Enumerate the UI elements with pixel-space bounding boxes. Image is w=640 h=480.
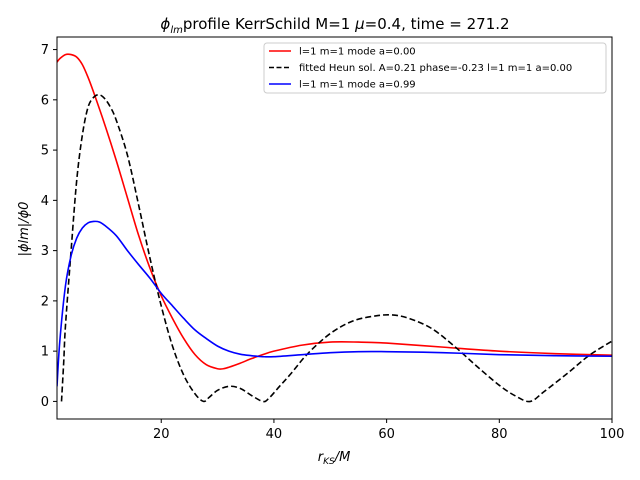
title-text-tail: =0.4, time = 271.2 bbox=[365, 15, 510, 33]
legend-entries: l=1 m=1 mode a=0.00 fitted Heun sol. A=0.… bbox=[269, 47, 572, 91]
x-label-subscript: KS bbox=[323, 457, 335, 467]
y-axis-ticks: 0 1 2 3 4 5 6 7 bbox=[41, 43, 57, 410]
legend-label-1: l=1 m=1 mode a=0.00 bbox=[299, 47, 416, 58]
title-mu: μ bbox=[354, 15, 365, 33]
legend: l=1 m=1 mode a=0.00 fitted Heun sol. A=0.… bbox=[263, 42, 607, 94]
title-text: profile KerrSchild M=1 bbox=[183, 15, 355, 33]
legend-box bbox=[263, 42, 607, 94]
chart-title: ϕlmprofile KerrSchild M=1 μ=0.4, time = … bbox=[160, 15, 509, 36]
axes-frame bbox=[56, 36, 613, 420]
title-phi: ϕ bbox=[160, 15, 170, 33]
x-tick-label: 60 bbox=[378, 427, 395, 442]
x-axis-ticks: 20 40 60 80 100 bbox=[153, 419, 624, 442]
x-label-tail: /M bbox=[334, 450, 351, 465]
title-phi-subscript: lm bbox=[170, 25, 183, 36]
y-tick-label: 7 bbox=[41, 43, 49, 58]
y-tick-label: 3 bbox=[41, 244, 49, 259]
x-tick-label: 40 bbox=[266, 427, 283, 442]
y-axis-label: |ϕlm|/ϕ0 bbox=[17, 202, 32, 257]
x-axis-label: rKS/M bbox=[318, 450, 351, 467]
x-tick-label: 100 bbox=[600, 427, 625, 442]
plot-area bbox=[56, 36, 613, 420]
series-line-3 bbox=[57, 220, 612, 387]
x-label-r: r bbox=[318, 450, 325, 465]
y-tick-label: 5 bbox=[41, 144, 49, 159]
y-tick-label: 1 bbox=[41, 345, 49, 360]
y-tick-label: 4 bbox=[41, 194, 49, 209]
legend-label-3: l=1 m=1 mode a=0.99 bbox=[299, 80, 416, 91]
series-line-1 bbox=[57, 53, 612, 370]
series-layer bbox=[57, 53, 612, 403]
x-tick-label: 80 bbox=[491, 427, 508, 442]
y-tick-label: 2 bbox=[41, 294, 49, 309]
series-line-2 bbox=[60, 93, 612, 403]
x-tick-label: 20 bbox=[153, 427, 170, 442]
y-tick-label: 0 bbox=[41, 395, 49, 410]
legend-label-2: fitted Heun sol. A=0.21 phase=-0.23 l=1 … bbox=[299, 63, 572, 74]
y-tick-label: 6 bbox=[41, 93, 49, 108]
